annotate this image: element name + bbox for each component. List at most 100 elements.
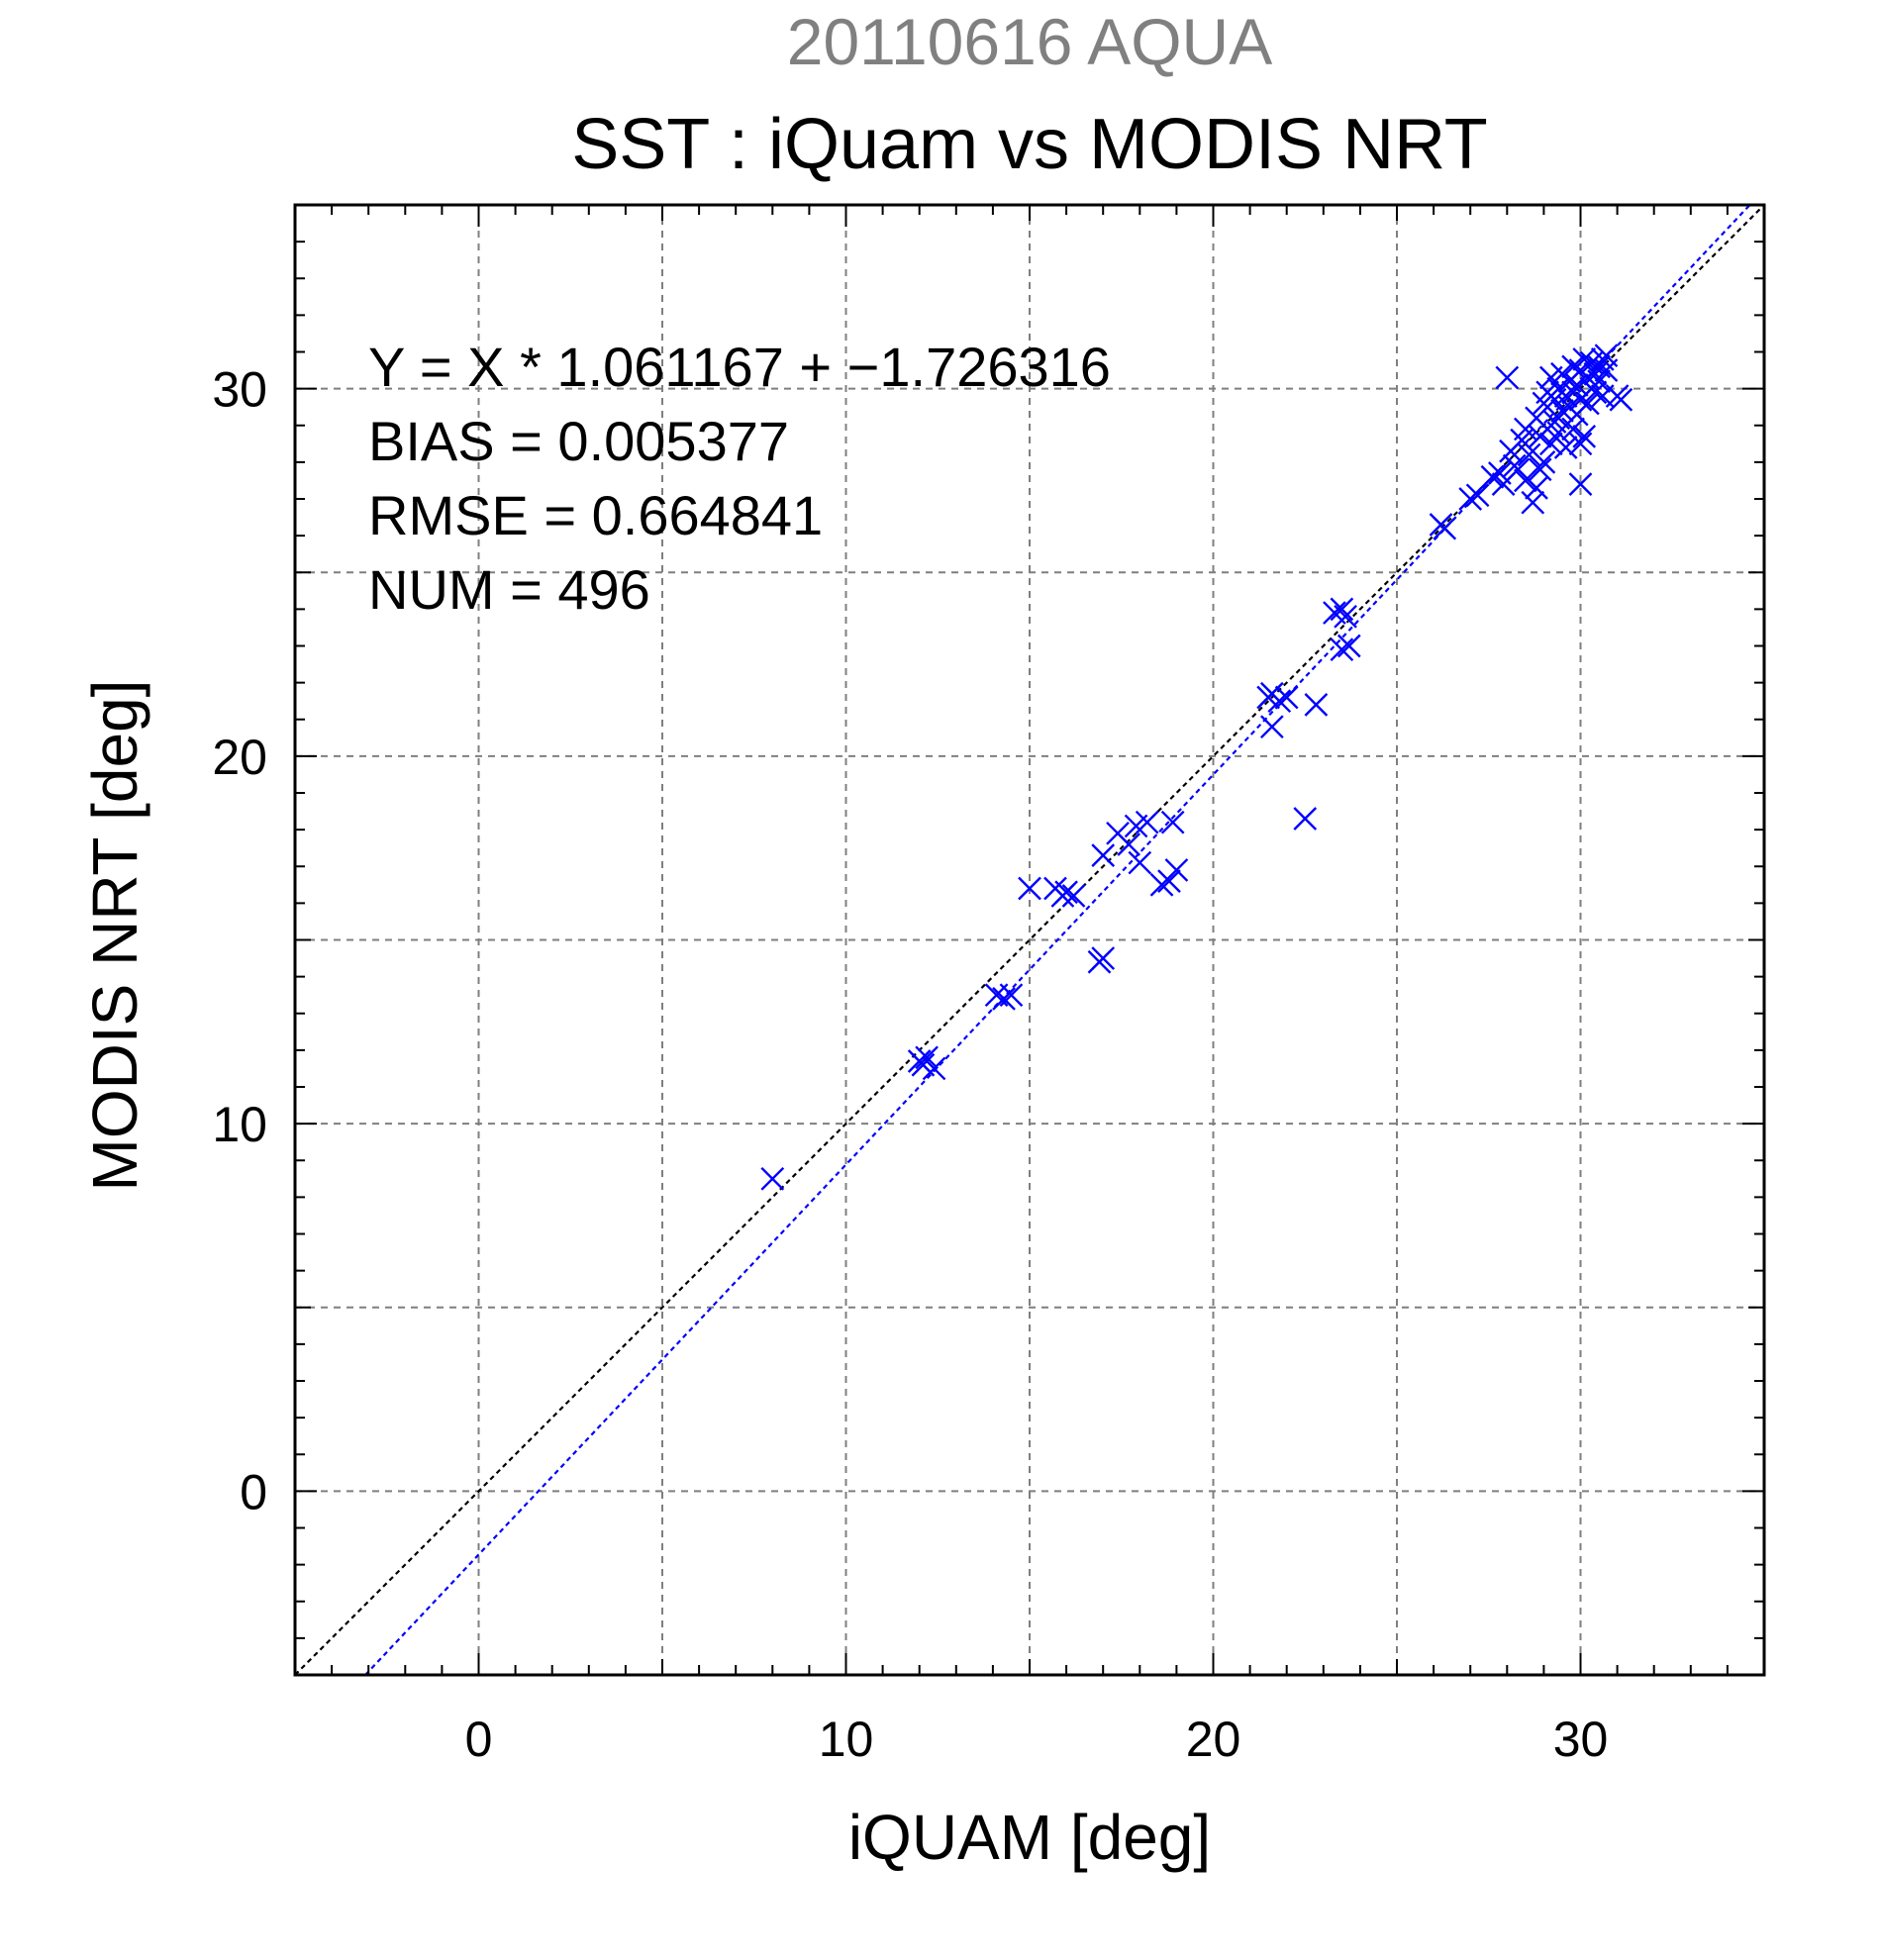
data-point	[1304, 693, 1329, 717]
marker-stroke	[1525, 476, 1548, 500]
marker-stroke	[760, 1166, 785, 1191]
marker-stroke	[1334, 604, 1357, 629]
data-point	[1157, 869, 1181, 893]
marker-stroke	[1561, 417, 1585, 441]
marker-stroke	[911, 1052, 936, 1077]
data-point	[1160, 810, 1185, 834]
marker-stroke	[1061, 884, 1086, 908]
data-point	[1587, 369, 1611, 394]
x-tick-labels: 0 10 20 30	[465, 1712, 1609, 1767]
marker-stroke	[999, 983, 1024, 1008]
data-point	[1550, 399, 1574, 423]
data-point	[1128, 850, 1152, 875]
marker-stroke	[1572, 347, 1597, 371]
marker-stroke	[1018, 876, 1041, 901]
axis-ticks	[294, 204, 1765, 1676]
data-point	[911, 1052, 936, 1077]
marker-stroke	[1517, 442, 1541, 467]
data-point	[1576, 391, 1600, 416]
data-point	[1572, 425, 1597, 448]
marker-stroke	[1525, 406, 1548, 431]
marker-stroke	[1546, 406, 1571, 431]
data-point	[1568, 432, 1593, 456]
marker-stroke	[1561, 354, 1585, 379]
marker-stroke	[1164, 858, 1189, 882]
data-point	[1514, 468, 1537, 493]
data-point	[1267, 689, 1292, 714]
data-point	[1330, 597, 1354, 622]
marker-stroke	[1260, 715, 1284, 739]
data-point	[1528, 457, 1552, 482]
data-point	[1568, 472, 1593, 496]
data-point	[1517, 442, 1541, 467]
marker-stroke	[1521, 490, 1545, 515]
y-axis-label: MODIS NRT [deg]	[79, 680, 150, 1192]
marker-stroke	[1514, 468, 1537, 493]
data-point	[1525, 476, 1548, 500]
marker-stroke	[1495, 365, 1520, 390]
regression-line	[364, 204, 1751, 1676]
marker-stroke	[1458, 487, 1483, 511]
data-point	[1091, 843, 1116, 867]
data-point	[1546, 406, 1571, 431]
data-point	[1521, 490, 1545, 515]
marker-stroke	[1330, 597, 1354, 622]
data-point	[760, 1166, 785, 1191]
data-point	[1465, 483, 1490, 508]
marker-stroke	[1135, 810, 1159, 834]
bias-stat: BIAS = 0.005377	[368, 410, 789, 472]
data-point	[1336, 634, 1361, 658]
grid-lines	[295, 205, 1764, 1675]
marker-stroke	[1054, 880, 1078, 905]
marker-stroke	[1274, 685, 1299, 710]
marker-stroke	[992, 987, 1016, 1011]
marker-stroke	[1433, 516, 1457, 540]
marker-stroke	[1128, 850, 1152, 875]
data-point	[1564, 373, 1589, 397]
data-point	[915, 1045, 939, 1070]
data-point	[1330, 637, 1354, 662]
marker-stroke	[1594, 343, 1619, 368]
data-point	[1538, 432, 1563, 456]
data-point	[999, 983, 1024, 1008]
data-point	[1334, 604, 1357, 629]
y-tick-label: 20	[212, 730, 267, 785]
data-point	[1293, 807, 1318, 831]
data-point	[1260, 715, 1284, 739]
marker-stroke	[1330, 637, 1354, 662]
rmse-stat: RMSE = 0.664841	[368, 484, 823, 546]
marker-stroke	[1564, 373, 1589, 397]
marker-stroke	[1553, 436, 1578, 459]
data-point	[1458, 487, 1483, 511]
data-point	[992, 987, 1016, 1011]
marker-stroke	[1480, 464, 1505, 489]
data-point	[1433, 516, 1457, 540]
marker-stroke	[1117, 833, 1141, 856]
marker-stroke	[1267, 689, 1292, 714]
y-tick-labels: 0 10 20 30	[212, 362, 267, 1520]
marker-stroke	[1293, 807, 1318, 831]
data-points	[760, 343, 1634, 1191]
marker-stroke	[1538, 432, 1563, 456]
stats-box: Y = X * 1.061167 + −1.726316 BIAS = 0.00…	[368, 336, 1111, 621]
y-tick-label: 0	[240, 1464, 267, 1519]
data-point	[1054, 880, 1078, 905]
marker-stroke	[1572, 425, 1597, 448]
data-point	[1561, 417, 1585, 441]
chart-supertitle: 20110616 AQUA	[787, 5, 1273, 78]
x-tick-label: 20	[1186, 1712, 1241, 1767]
data-point	[1495, 365, 1520, 390]
x-tick-label: 10	[819, 1712, 874, 1767]
marker-stroke	[1528, 457, 1552, 482]
marker-stroke	[1550, 399, 1574, 423]
marker-stroke	[1160, 810, 1185, 834]
data-point	[1553, 436, 1578, 459]
data-point	[1117, 833, 1141, 856]
data-point	[1572, 347, 1597, 371]
data-point	[1061, 884, 1086, 908]
data-point	[1274, 685, 1299, 710]
marker-stroke	[915, 1045, 939, 1070]
marker-stroke	[1532, 450, 1556, 474]
marker-stroke	[1304, 693, 1329, 717]
